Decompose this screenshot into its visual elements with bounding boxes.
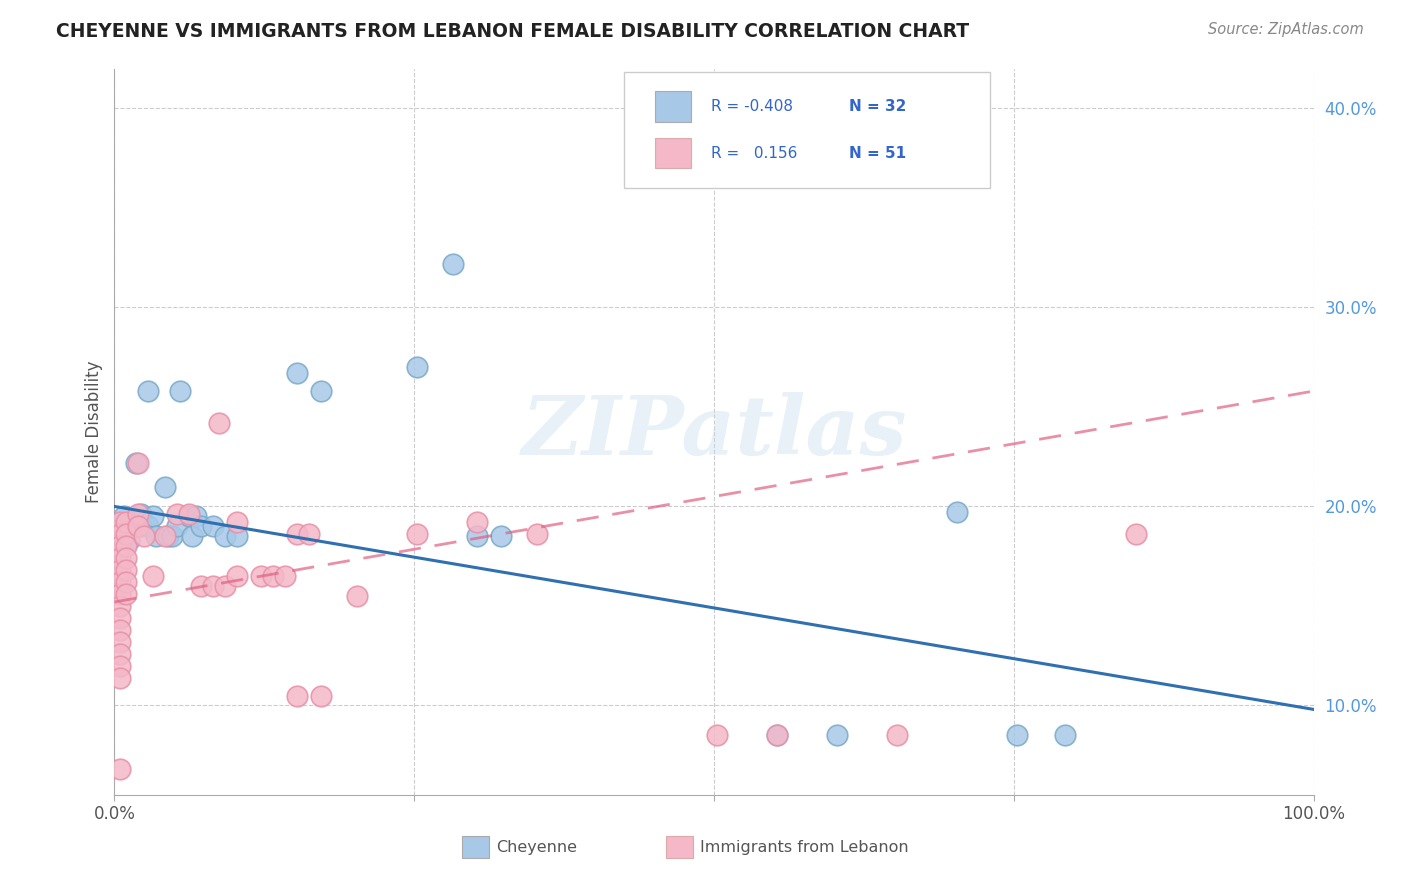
Point: [110, 563, 132, 577]
Point: [110, 587, 132, 601]
Point: [285, 366, 308, 380]
Point: [886, 728, 908, 742]
Point: [136, 384, 159, 398]
Point: [298, 527, 321, 541]
Point: [825, 728, 848, 742]
Point: [129, 508, 152, 522]
Point: [145, 529, 167, 543]
Point: [274, 569, 297, 583]
Text: CHEYENNE VS IMMIGRANTS FROM LEBANON FEMALE DISABILITY CORRELATION CHART: CHEYENNE VS IMMIGRANTS FROM LEBANON FEMA…: [56, 22, 969, 41]
Point: [1125, 527, 1147, 541]
Text: R = -0.408: R = -0.408: [710, 99, 793, 114]
Point: [201, 579, 224, 593]
Text: Immigrants from Lebanon: Immigrants from Lebanon: [700, 840, 908, 855]
Text: Source: ZipAtlas.com: Source: ZipAtlas.com: [1208, 22, 1364, 37]
Point: [115, 527, 138, 541]
Point: [214, 529, 236, 543]
FancyBboxPatch shape: [666, 837, 693, 858]
Point: [285, 689, 308, 703]
Y-axis label: Female Disability: Female Disability: [86, 360, 103, 503]
Point: [134, 529, 156, 543]
Point: [181, 529, 204, 543]
Text: N = 51: N = 51: [849, 146, 905, 161]
Text: Cheyenne: Cheyenne: [496, 840, 576, 855]
Point: [115, 587, 138, 601]
Point: [225, 569, 247, 583]
Point: [142, 509, 165, 524]
Point: [225, 529, 247, 543]
Point: [118, 533, 141, 548]
Point: [110, 658, 132, 673]
Point: [153, 479, 176, 493]
Point: [1053, 728, 1076, 742]
FancyBboxPatch shape: [624, 72, 990, 188]
Point: [115, 575, 138, 590]
Point: [110, 527, 132, 541]
Point: [190, 519, 212, 533]
Point: [489, 529, 512, 543]
Point: [160, 529, 183, 543]
Point: [110, 599, 132, 613]
Point: [125, 456, 148, 470]
Point: [110, 647, 132, 661]
Point: [169, 384, 191, 398]
Point: [190, 579, 212, 593]
Point: [177, 509, 200, 524]
Point: [110, 671, 132, 685]
Point: [110, 551, 132, 566]
Point: [214, 579, 236, 593]
Point: [129, 519, 152, 533]
Point: [127, 456, 149, 470]
Point: [201, 519, 224, 533]
Point: [110, 516, 132, 530]
Point: [249, 569, 271, 583]
Point: [309, 689, 332, 703]
Point: [127, 508, 149, 522]
Point: [110, 575, 132, 590]
Point: [110, 623, 132, 637]
Point: [465, 529, 488, 543]
Point: [184, 509, 207, 524]
Point: [285, 527, 308, 541]
Point: [157, 529, 180, 543]
Point: [115, 563, 138, 577]
Point: [115, 551, 138, 566]
Point: [526, 527, 548, 541]
Point: [1005, 728, 1028, 742]
Point: [115, 516, 138, 530]
Point: [262, 569, 284, 583]
Point: [166, 519, 188, 533]
Point: [127, 519, 149, 533]
Point: [765, 728, 787, 742]
Point: [945, 505, 967, 519]
Point: [225, 516, 247, 530]
Point: [765, 728, 787, 742]
Point: [110, 539, 132, 553]
Point: [441, 257, 464, 271]
Point: [136, 519, 159, 533]
Point: [110, 762, 132, 776]
Point: [112, 509, 135, 524]
Point: [166, 508, 188, 522]
Point: [142, 569, 165, 583]
FancyBboxPatch shape: [655, 91, 692, 121]
Text: N = 32: N = 32: [849, 99, 905, 114]
Point: [153, 529, 176, 543]
FancyBboxPatch shape: [463, 837, 489, 858]
Point: [208, 416, 231, 430]
Point: [110, 611, 132, 625]
Point: [405, 527, 427, 541]
Point: [346, 589, 368, 603]
Text: ZIPatlas: ZIPatlas: [522, 392, 907, 472]
Point: [110, 634, 132, 648]
Text: R =   0.156: R = 0.156: [710, 146, 797, 161]
Point: [309, 384, 332, 398]
FancyBboxPatch shape: [655, 137, 692, 168]
Point: [177, 508, 200, 522]
Point: [405, 360, 427, 375]
Point: [115, 539, 138, 553]
Point: [706, 728, 728, 742]
Point: [465, 516, 488, 530]
